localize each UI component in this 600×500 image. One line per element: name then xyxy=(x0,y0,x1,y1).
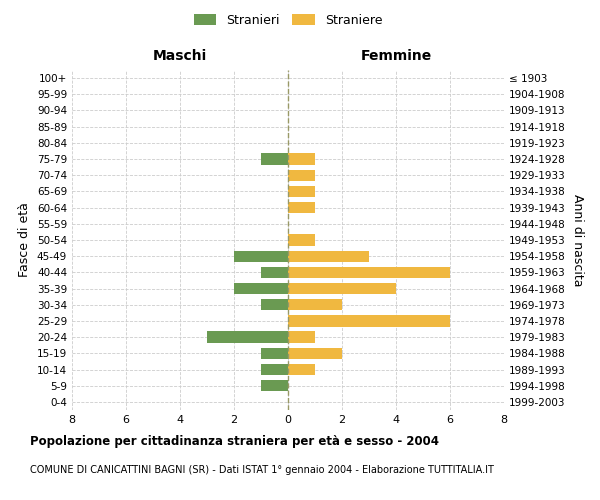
Text: Popolazione per cittadinanza straniera per età e sesso - 2004: Popolazione per cittadinanza straniera p… xyxy=(30,435,439,448)
Bar xyxy=(261,364,288,375)
Bar xyxy=(261,154,288,164)
Bar xyxy=(234,250,288,262)
Legend: Stranieri, Straniere: Stranieri, Straniere xyxy=(189,8,387,32)
Bar xyxy=(288,186,315,197)
Bar xyxy=(288,202,315,213)
Bar xyxy=(261,380,288,392)
Bar xyxy=(288,250,369,262)
Bar xyxy=(288,283,396,294)
Bar xyxy=(207,332,288,343)
Bar xyxy=(288,234,315,246)
Bar xyxy=(288,348,342,359)
Bar xyxy=(288,364,315,375)
Bar xyxy=(288,332,315,343)
Bar xyxy=(288,316,450,326)
Bar xyxy=(288,154,315,164)
Bar xyxy=(288,299,342,310)
Bar xyxy=(288,266,450,278)
Y-axis label: Anni di nascita: Anni di nascita xyxy=(571,194,584,286)
Y-axis label: Fasce di età: Fasce di età xyxy=(19,202,31,278)
Text: COMUNE DI CANICATTINI BAGNI (SR) - Dati ISTAT 1° gennaio 2004 - Elaborazione TUT: COMUNE DI CANICATTINI BAGNI (SR) - Dati … xyxy=(30,465,494,475)
Bar xyxy=(261,348,288,359)
Bar xyxy=(234,283,288,294)
Bar xyxy=(261,299,288,310)
Bar xyxy=(261,266,288,278)
Text: Femmine: Femmine xyxy=(361,48,431,62)
Bar xyxy=(288,170,315,181)
Text: Maschi: Maschi xyxy=(153,48,207,62)
